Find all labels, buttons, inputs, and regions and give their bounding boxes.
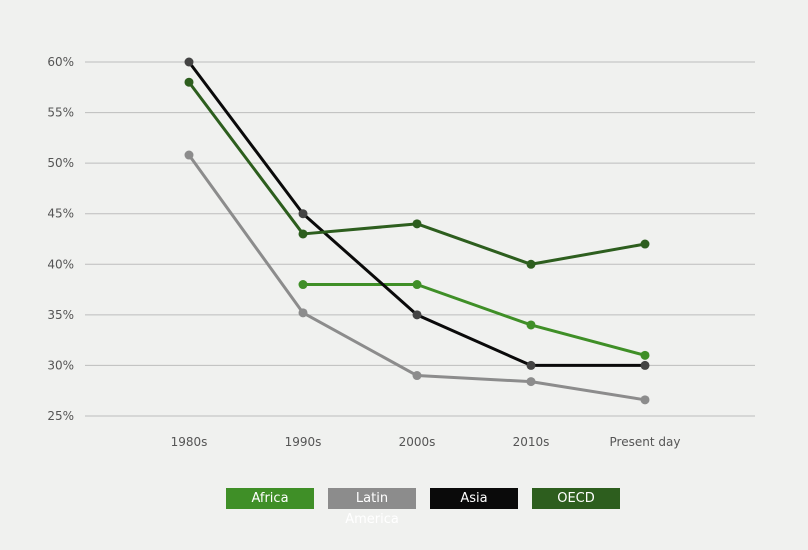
data-point-asia (526, 360, 536, 370)
legend-item-latin-america: Latin America (328, 488, 416, 527)
y-tick-label: 45% (47, 207, 74, 221)
data-point-latin-america (640, 395, 650, 405)
legend-item-africa: Africa (226, 488, 314, 509)
data-point-africa (640, 350, 650, 360)
data-point-latin-america (412, 371, 422, 381)
data-point-asia (184, 57, 194, 67)
y-tick-label: 55% (47, 106, 74, 120)
data-point-oecd (412, 219, 422, 229)
data-point-latin-america (298, 308, 308, 318)
y-tick-label: 35% (47, 308, 74, 322)
data-point-africa (412, 280, 422, 290)
y-tick-label: 50% (47, 156, 74, 170)
line-chart: 25% 30% 35% 40% 45% 50% 55% 60% 1980s 1990s 2000s… (47, 55, 755, 449)
data-point-oecd (184, 77, 194, 87)
x-tick-label: Present day (610, 435, 681, 449)
series-group (184, 57, 650, 405)
x-axis: 1980s 1990s 2000s 2010s Present day (171, 435, 681, 449)
series-asia (184, 57, 650, 370)
series-line-oecd (187, 81, 646, 266)
series-latin-america (184, 150, 650, 405)
data-point-oecd (640, 239, 650, 249)
data-point-asia (298, 209, 308, 219)
series-africa (298, 280, 650, 360)
x-tick-label: 2000s (399, 435, 436, 449)
x-tick-label: 2010s (513, 435, 550, 449)
data-point-asia (640, 360, 650, 370)
x-tick-label: 1980s (171, 435, 208, 449)
series-line-africa (303, 283, 646, 357)
legend-item-asia: Asia (430, 488, 518, 509)
y-tick-label: 40% (47, 257, 74, 271)
data-point-asia (412, 310, 422, 320)
data-point-africa (298, 280, 308, 290)
y-axis: 25% 30% 35% 40% 45% 50% 55% 60% (47, 55, 74, 423)
data-point-oecd (298, 229, 308, 239)
legend-item-oecd: OECD (532, 488, 620, 509)
data-point-latin-america (526, 377, 536, 387)
series-line-latin-america (187, 154, 646, 402)
y-tick-label: 60% (47, 55, 74, 69)
x-tick-label: 1990s (285, 435, 322, 449)
series-oecd (184, 77, 650, 269)
legend: Africa Latin America Asia OECD (0, 488, 808, 527)
y-tick-label: 30% (47, 358, 74, 372)
y-tick-label: 25% (47, 409, 74, 423)
data-point-africa (526, 320, 536, 330)
grid-lines (85, 61, 755, 417)
data-point-oecd (526, 259, 536, 269)
data-point-latin-america (184, 150, 194, 160)
